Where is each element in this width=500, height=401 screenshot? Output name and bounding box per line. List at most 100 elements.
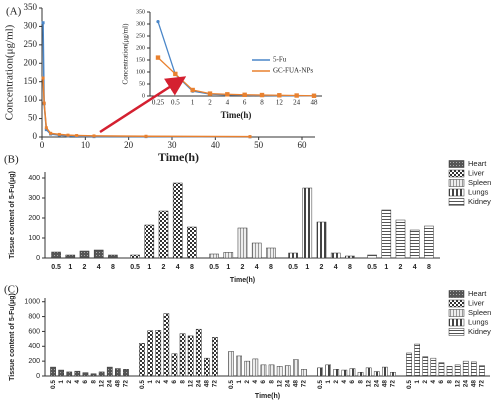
x-tick-label: 4 (97, 264, 101, 271)
y-tick-label: 600 (28, 328, 40, 335)
series-line (42, 77, 251, 138)
x-tick-label: 4 (413, 264, 417, 271)
bar (144, 224, 155, 259)
marker (41, 76, 45, 80)
x-tick-label: 8 (268, 380, 275, 384)
bar (251, 242, 262, 259)
bar (406, 352, 412, 377)
inset-x-tick-label: 4 (226, 99, 230, 107)
x-tick-label: 10 (81, 140, 91, 150)
inset-marker (155, 55, 161, 60)
x-tick-label: 2 (320, 264, 324, 271)
x-tick-label: 60 (298, 140, 308, 150)
bar (212, 337, 218, 377)
bar (236, 355, 242, 377)
inset-marker (311, 93, 317, 98)
inset-x-tick-label: 8 (260, 99, 264, 107)
x-tick-label: 8 (111, 264, 115, 271)
bar (187, 335, 194, 377)
inset-x-tick-label: 0.25 (152, 99, 165, 107)
inset-background (118, 8, 326, 126)
legend-swatch (448, 318, 465, 327)
x-tick-label: 1 (414, 380, 421, 384)
bar (422, 356, 429, 377)
panel-label: (A) (6, 6, 22, 18)
y-tick-label: 100 (28, 235, 40, 242)
bar (325, 364, 331, 377)
bar (316, 221, 327, 259)
bar (108, 254, 118, 259)
marker (44, 128, 48, 132)
x-tick-label: 6 (171, 380, 178, 384)
marker (49, 131, 53, 135)
y-axis-title: Tissue content of 5-Fu(μg) (9, 171, 16, 259)
marker (42, 101, 46, 105)
x-tick-label: 0.5 (367, 264, 377, 271)
bar (409, 229, 420, 259)
legend-swatch (448, 160, 465, 168)
x-tick-label: 1 (226, 264, 230, 271)
legend-label: Heart (468, 159, 487, 168)
marker (44, 126, 48, 130)
bar (195, 328, 202, 377)
y-axis-title: Concentration(μg/ml) (4, 24, 16, 120)
panel-label: (B) (4, 154, 19, 166)
bar (58, 369, 64, 377)
x-tick-label: 0.5 (139, 380, 146, 389)
x-tick-label: 0.5 (406, 380, 413, 389)
x-tick-label: 1 (384, 264, 388, 271)
y-tick-label: 100 (136, 69, 145, 75)
y-tick-label: 350 (136, 9, 145, 15)
x-tick-label: 8 (357, 380, 364, 384)
inset-marker (225, 92, 230, 97)
marker (144, 134, 148, 138)
legend-label: GC-FUA-NPs (273, 67, 313, 75)
x-tick-label: 12 (187, 380, 194, 388)
x-tick-label: 4 (334, 264, 338, 271)
x-tick-label: 72 (123, 380, 130, 388)
y-tick-label: 350 (24, 2, 38, 12)
x-tick-label: 48 (115, 380, 122, 388)
inset-y-axis-title: Concentration(μg/ml) (122, 23, 130, 85)
bar (204, 357, 210, 377)
inset-marker (173, 71, 178, 77)
x-tick-label: 12 (454, 380, 461, 388)
inset-marker (190, 87, 195, 93)
marker (66, 133, 70, 137)
marker (75, 134, 79, 138)
bar (373, 371, 380, 377)
x-tick-label: 1 (305, 264, 309, 271)
x-tick-label: 48 (204, 380, 211, 388)
bar (228, 351, 234, 377)
x-tick-label: 8 (446, 380, 453, 384)
x-axis-title: Time(h) (158, 150, 199, 164)
x-tick-label: 2 (333, 380, 340, 384)
bar (390, 372, 396, 377)
inset-marker (207, 91, 213, 96)
legend-label: Spleen (468, 178, 491, 187)
x-tick-label: 48 (471, 380, 478, 388)
bar (367, 254, 377, 259)
bar (349, 368, 356, 377)
bar (462, 360, 469, 377)
bar (187, 226, 197, 259)
x-tick-label: 1 (147, 264, 151, 271)
bar (50, 366, 56, 377)
legend-swatch (448, 188, 465, 197)
bar (51, 251, 61, 259)
x-tick-label: 0.5 (209, 264, 219, 271)
legend-label: Heart (468, 289, 487, 298)
x-tick-label: 2 (83, 264, 87, 271)
x-tick-label: 2 (244, 380, 251, 384)
inset-marker (277, 93, 282, 98)
y-tick-label: 300 (136, 21, 145, 27)
bar (276, 366, 283, 377)
bar (438, 362, 445, 377)
marker (57, 132, 61, 136)
inset-x-tick-label: 24 (293, 99, 301, 107)
panel-label: (C) (4, 284, 19, 296)
y-tick-label: 250 (136, 33, 145, 39)
x-tick-label: 2 (66, 380, 73, 384)
